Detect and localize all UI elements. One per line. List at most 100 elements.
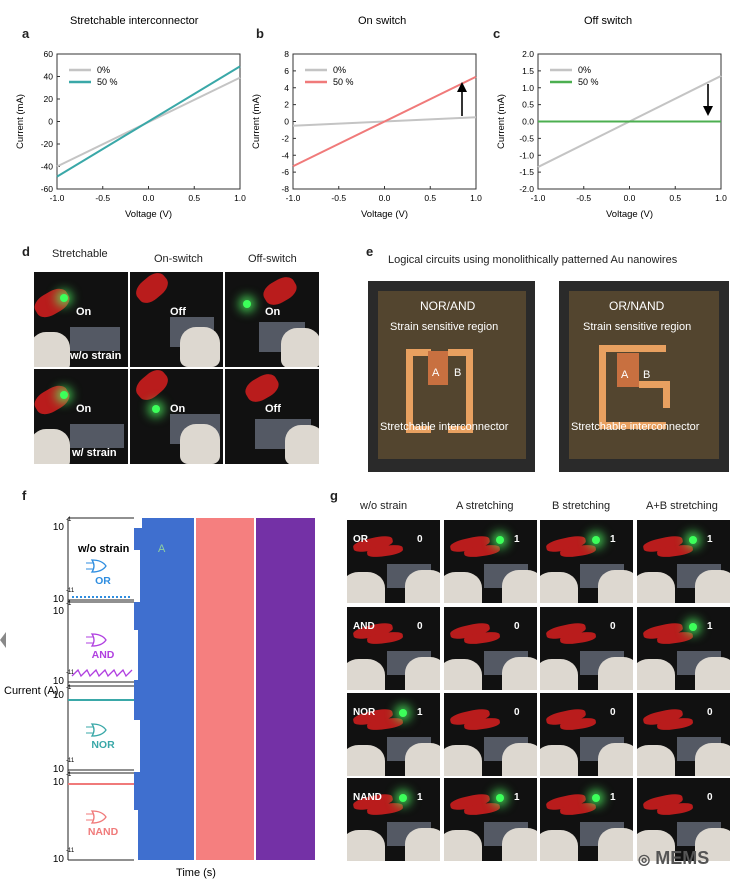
g-gate-label-nor: NOR xyxy=(353,707,376,718)
g-output-value: 0 xyxy=(417,534,423,545)
y-axis-label-b: Current (mA) xyxy=(251,94,262,149)
f-tick-low-exp-0: -11 xyxy=(66,588,75,594)
f-tick-high-exp-0: -1 xyxy=(66,517,72,523)
f-left-arrow-icon xyxy=(0,632,6,648)
d-strain-r2: w/ strain xyxy=(72,447,117,459)
g-output-value: 1 xyxy=(707,534,713,545)
y-tick-label-a: 40 xyxy=(44,72,54,82)
x-tick-label-a: 1.0 xyxy=(234,193,246,203)
f-tick-high-exp-2: -1 xyxy=(66,685,72,691)
legend-label-c-0: 0% xyxy=(578,65,591,75)
f-tick-low-exp-3: -11 xyxy=(66,848,75,854)
e-right-b: B xyxy=(643,369,651,381)
panel-label-d: d xyxy=(22,244,30,259)
y-tick-label-a: 20 xyxy=(44,94,54,104)
e-right-a: A xyxy=(621,369,629,381)
d-header-off-switch: Off-switch xyxy=(248,253,297,265)
y-tick-label-c: 0.5 xyxy=(522,100,534,110)
chart-title-c: Off switch xyxy=(584,15,632,27)
e-title: Logical circuits using monolithically pa… xyxy=(388,254,678,266)
g-photo-nor-1: 0 xyxy=(444,693,537,776)
panel-label-g: g xyxy=(330,488,338,503)
e-left-name: NOR/AND xyxy=(420,299,476,313)
e-left-interconnector: Stretchable interconnector xyxy=(380,421,509,433)
y-tick-label-c: -2.0 xyxy=(519,184,534,194)
f-tick-low-exp-1: -11 xyxy=(66,670,75,676)
x-axis-label-a: Voltage (V) xyxy=(125,209,172,220)
panel-label-e: e xyxy=(366,244,374,259)
series-line-a-1 xyxy=(56,65,241,178)
g-photo-and-2: 0 xyxy=(540,607,633,690)
y-tick-label-a: -20 xyxy=(41,139,54,149)
x-tick-label-c: 0.0 xyxy=(624,193,636,203)
y-tick-label-c: -1.0 xyxy=(519,150,534,160)
f-tick-high-3: 10 xyxy=(53,777,65,788)
g-output-value: 0 xyxy=(610,621,616,632)
panel-label-a: a xyxy=(22,26,30,41)
y-tick-label-a: -60 xyxy=(41,184,54,194)
panel-label-c: c xyxy=(493,26,501,41)
f-tick-high-2: 10 xyxy=(53,690,65,701)
f-bar-notch xyxy=(134,720,140,772)
x-tick-label-b: 0.5 xyxy=(424,193,436,203)
legend-label-b-1: 50 % xyxy=(333,77,354,87)
x-axis-label-b: Voltage (V) xyxy=(361,209,408,220)
d-photo-r2-c1: On w/ strain xyxy=(34,369,128,464)
g-output-value: 1 xyxy=(610,792,616,803)
panel-label-b: b xyxy=(256,26,264,41)
e-left-region: Strain sensitive region xyxy=(390,321,499,333)
f-strain-label: w/o strain xyxy=(77,543,130,555)
panel-f-chart: A10-110-11OR10-110-11AND10-110-11NOR10-1… xyxy=(0,517,315,879)
x-tick-label-a: 0.5 xyxy=(188,193,200,203)
y-tick-label-b: -2 xyxy=(281,133,289,143)
y-tick-label-c: 1.5 xyxy=(522,66,534,76)
e-left-a: A xyxy=(432,367,440,379)
g-photo-nor-3: 0 xyxy=(637,693,730,776)
x-axis-label-c: Voltage (V) xyxy=(606,209,653,220)
f-bar-a-stretch xyxy=(134,518,194,860)
d-photo-r2-c2: On xyxy=(130,369,223,464)
y-axis-label-c: Current (mA) xyxy=(496,94,507,149)
chart-title-b: On switch xyxy=(358,15,406,27)
gate-nand-icon xyxy=(86,810,107,824)
g-header-0: w/o strain xyxy=(360,500,408,512)
y-tick-label-b: -6 xyxy=(281,167,289,177)
f-tick-low-exp-2: -11 xyxy=(66,758,75,764)
y-tick-label-b: 2 xyxy=(284,100,289,110)
d-strain-r1: w/o strain xyxy=(70,350,122,362)
g-photo-nand-0: NAND 1 xyxy=(347,778,440,861)
d-label-r1-c2: Off xyxy=(170,306,186,318)
f-tick-high-1: 10 xyxy=(53,606,65,617)
g-header-2: B stretching xyxy=(552,500,611,512)
wechat-icon: ◎ xyxy=(638,851,651,867)
y-tick-label-a: -40 xyxy=(41,162,54,172)
g-photo-nor-0: NOR 1 xyxy=(347,693,440,776)
d-header-stretchable: Stretchable xyxy=(52,248,108,260)
g-output-value: 1 xyxy=(707,621,713,632)
f-bar-notch xyxy=(134,630,138,680)
f-bar-notch xyxy=(134,550,140,602)
e-photo-or-nand: OR/NAND Strain sensitive region A B Stre… xyxy=(559,281,729,472)
f-y-label: Current (A) xyxy=(4,685,58,697)
y-tick-label-b: -4 xyxy=(281,150,289,160)
f-bar-b-stretch xyxy=(196,518,254,860)
d-photo-r2-c3: Off xyxy=(225,369,319,464)
g-photo-or-0: OR 0 xyxy=(347,520,440,603)
y-tick-label-c: 2.0 xyxy=(522,49,534,59)
d-label-r2-c1: On xyxy=(76,403,92,415)
f-x-label: Time (s) xyxy=(176,867,216,879)
e-photo-nor-and: NOR/AND Strain sensitive region A B Stre… xyxy=(368,281,535,472)
g-output-value: 0 xyxy=(707,792,713,803)
g-photo-or-3: 1 xyxy=(637,520,730,603)
f-tick-low-3: 10 xyxy=(53,854,65,865)
arrow-up-head-icon xyxy=(457,82,467,92)
y-tick-label-a: 0 xyxy=(48,117,53,127)
d-header-on-switch: On-switch xyxy=(154,253,203,265)
series-line-b-1 xyxy=(292,75,477,168)
y-tick-label-b: 0 xyxy=(284,117,289,127)
chart-title-a: Stretchable interconnector xyxy=(70,15,199,27)
gate-or-icon xyxy=(86,559,107,573)
x-tick-label-b: 0.0 xyxy=(379,193,391,203)
f-bar-ab-stretch xyxy=(256,518,315,860)
legend-label-c-1: 50 % xyxy=(578,77,599,87)
